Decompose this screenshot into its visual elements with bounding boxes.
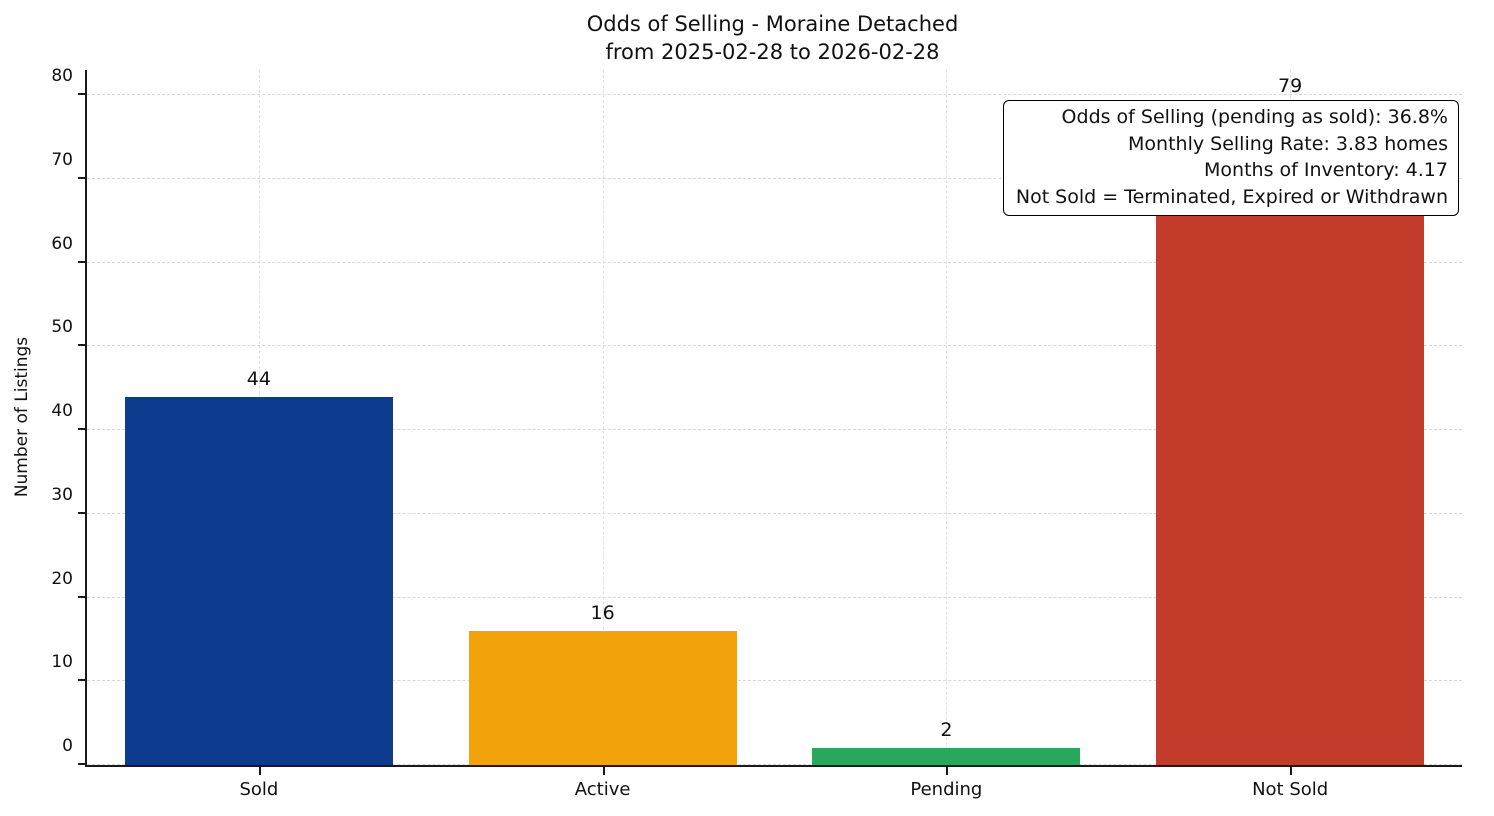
horizontal-gridline (87, 345, 1462, 347)
y-tick-label: 40 (51, 401, 73, 422)
y-tick-mark (78, 93, 86, 96)
bar-value-label: 2 (940, 719, 953, 742)
y-tick-label: 60 (51, 233, 73, 254)
bar-sold (124, 396, 393, 765)
y-tick-label: 10 (51, 652, 73, 673)
vertical-gridline (602, 70, 604, 765)
y-tick-mark (78, 428, 86, 431)
y-tick-mark (78, 679, 86, 682)
horizontal-gridline (87, 94, 1462, 96)
bar-pending (812, 748, 1081, 765)
bar-value-label: 44 (246, 367, 271, 390)
bar-slot: 44 Sold (87, 70, 431, 800)
bar-value-label: 79 (1278, 74, 1303, 97)
annotation-line: Not Sold = Terminated, Expired or Withdr… (1015, 185, 1448, 208)
y-axis-label: Number of Listings (12, 336, 32, 498)
horizontal-gridline (87, 261, 1462, 263)
bar-value-label: 16 (590, 602, 615, 625)
horizontal-gridline (87, 764, 1462, 765)
x-tick-label: Sold (239, 779, 279, 800)
x-tick-mark (1290, 767, 1293, 775)
x-tick-label: Pending (910, 779, 983, 800)
y-tick-label: 0 (62, 736, 73, 756)
horizontal-gridline (87, 177, 1462, 179)
horizontal-gridline (87, 680, 1462, 682)
y-tick-label: 20 (51, 568, 73, 589)
y-tick-mark (78, 511, 86, 514)
annotation-line: Odds of Selling (pending as sold): 36.8% (1061, 106, 1448, 128)
x-tick-label: Not Sold (1252, 779, 1329, 800)
bar-active (468, 631, 737, 765)
annotation-line: Monthly Selling Rate: 3.83 homes (1128, 132, 1448, 155)
horizontal-gridline (87, 596, 1462, 598)
x-tick-mark (258, 767, 261, 775)
y-tick-label: 50 (51, 317, 73, 338)
y-tick-label: 70 (51, 149, 73, 170)
y-tick-mark (78, 595, 86, 598)
annotation-box: Odds of Selling (pending as sold): 36.8%… (1002, 100, 1459, 217)
x-tick-label: Active (574, 779, 631, 800)
vertical-gridline (946, 70, 948, 765)
y-tick-label: 30 (51, 484, 73, 505)
chart-title: Odds of Selling - Moraine Detached (586, 12, 959, 36)
chart-subtitle: from 2025-02-28 to 2026-02-28 (605, 40, 940, 64)
y-tick-mark (78, 344, 86, 347)
horizontal-gridline (87, 512, 1462, 514)
x-tick-mark (946, 767, 949, 775)
horizontal-gridline (87, 429, 1462, 431)
x-tick-mark (602, 767, 605, 775)
plot-area: 0 10 20 30 40 50 60 70 80 44 Sold 16 Active 2 Pending… (51, 66, 1462, 800)
y-tick-mark (78, 763, 86, 765)
y-tick-mark (78, 260, 86, 263)
y-tick-label: 80 (51, 66, 73, 87)
bar-slot: 16 Active (431, 70, 775, 800)
y-tick-mark (78, 176, 86, 179)
bar-slot: 2 Pending (775, 70, 1119, 800)
annotation-line: Months of Inventory: 4.17 (1204, 159, 1448, 182)
